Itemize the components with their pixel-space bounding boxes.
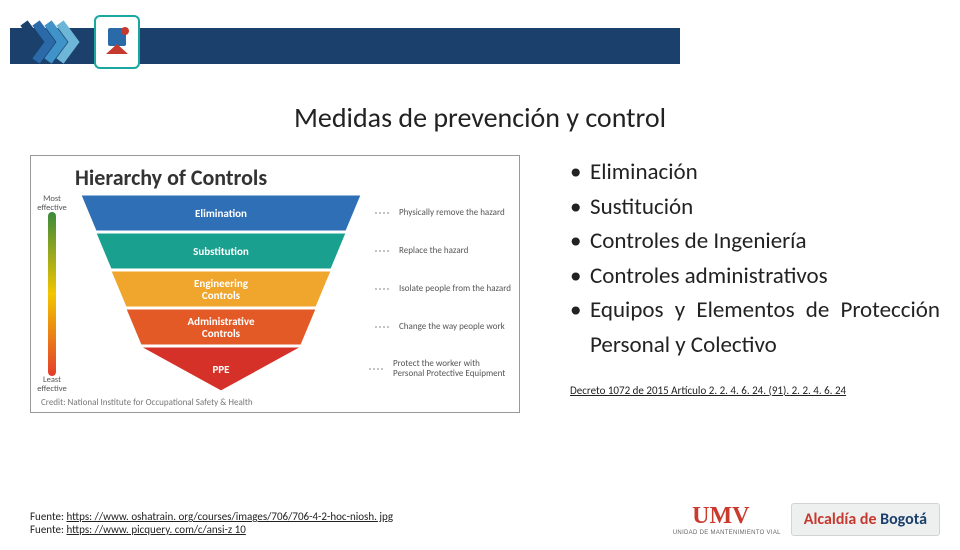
level-desc: Physically remove the hazard [399,208,505,218]
pyramid-level-icon: EngineeringControls [71,271,371,307]
alcaldia-text-a: Alcaldía de [804,510,880,529]
bullet-item: Sustitución [570,190,940,225]
connector-icon [369,347,389,391]
brand-umv: UMV [692,503,749,529]
pyramid-row: Substitution Replace the hazard [71,233,513,269]
brand-umv-sub: UNIDAD DE MANTENIMIENTO VIAL [673,530,781,536]
bullet-item: Controles administrativos [570,259,940,294]
bullet-item: Equipos y Elementos de Protección Person… [570,293,940,362]
level-desc: Isolate people from the hazard [399,284,511,294]
brand-alcaldia: Alcaldía de Bogotá [791,503,940,536]
logo-box-icon [94,15,140,69]
pyramid-row: PPE Protect the worker with Personal Pro… [71,347,513,391]
brand-block: UMV UNIDAD DE MANTENIMIENTO VIAL Alcaldí… [673,503,940,536]
svg-text:PPE: PPE [212,363,229,376]
bullet-item: Eliminación [570,155,940,190]
footer: Fuente: https: //www. oshatrain. org/cou… [30,503,940,536]
diagram-box: Hierarchy of Controls Most effective Lea… [30,155,520,413]
effectiveness-bar: Most effective Least effective [37,195,67,393]
source-label: Fuente: [30,510,64,523]
sources: Fuente: https: //www. oshatrain. org/cou… [30,510,393,536]
level-desc: Replace the hazard [399,246,468,256]
chevrons-icon [18,15,88,69]
bullet-item: Controles de Ingeniería [570,224,940,259]
pyramid-level-icon: AdministrativeControls [71,309,371,345]
connector-icon [375,195,395,231]
source-link-2[interactable]: https: //www. picquery. com/c/ansi-z 10 [66,523,245,536]
diagram-credit: Credit: National Institute for Occupatio… [41,397,513,408]
least-effective-label: Least effective [37,376,66,393]
svg-text:Controls: Controls [202,327,241,340]
bullets-column: EliminaciónSustituciónControles de Ingen… [570,155,940,413]
pyramid-level-icon: Substitution [71,233,371,269]
source-label: Fuente: [30,523,64,536]
source-link-1[interactable]: https: //www. oshatrain. org/courses/ima… [66,510,393,523]
pyramid-row: Elimination Physically remove the hazard [71,195,513,231]
page-title: Medidas de prevención y control [0,100,960,135]
pyramid-level-icon: Elimination [71,195,371,231]
connector-icon [375,233,395,269]
header [0,10,960,80]
header-logo [18,15,140,69]
diagram-heading: Hierarchy of Controls [75,164,513,191]
content-row: Hierarchy of Controls Most effective Lea… [0,155,960,413]
pyramid: Elimination Physically remove the hazard… [71,195,513,393]
svg-text:Controls: Controls [202,289,241,302]
svg-text:Elimination: Elimination [195,207,247,220]
decree-link[interactable]: Decreto 1072 de 2015 Artículo 2. 2. 4. 6… [570,384,846,397]
connector-icon [375,271,395,307]
bullet-list: EliminaciónSustituciónControles de Ingen… [570,155,940,362]
most-effective-label: Most effective [37,195,66,212]
level-desc: Change the way people work [399,322,505,332]
pyramid-level-icon: PPE [71,347,365,391]
pyramid-row: EngineeringControls Isolate people from … [71,271,513,307]
pyramid-row: AdministrativeControls Change the way pe… [71,309,513,345]
connector-icon [375,309,395,345]
level-desc: Protect the worker with Personal Protect… [393,359,513,379]
svg-text:Substitution: Substitution [193,245,249,258]
alcaldia-text-b: Bogotá [880,510,927,529]
